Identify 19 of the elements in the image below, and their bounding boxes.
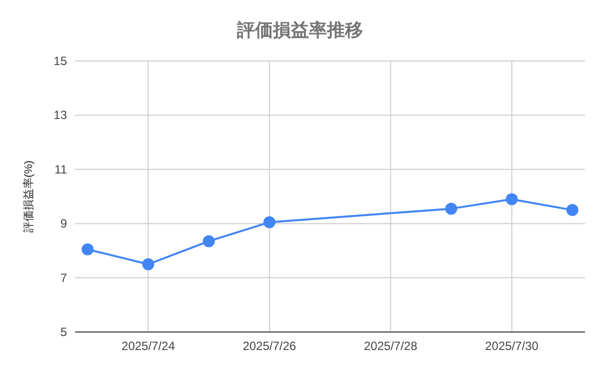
y-tick-label: 5: [60, 325, 68, 339]
y-tick-label: 13: [54, 108, 68, 122]
x-tick-label: 2025/7/28: [364, 339, 418, 353]
y-tick-label: 15: [54, 54, 68, 68]
point: [445, 202, 458, 215]
point: [506, 193, 518, 206]
y-tick-label: 11: [54, 162, 68, 176]
point: [566, 204, 578, 216]
point: [82, 243, 94, 256]
y-axis-title: 評価損益率(%): [22, 160, 35, 233]
chart-title: 評価損益率推移: [236, 20, 363, 40]
x-tick-label: 2025/7/30: [485, 339, 539, 353]
y-tick-label: 9: [60, 216, 68, 231]
y-tick-label: 7: [60, 270, 68, 285]
point: [142, 258, 154, 270]
x-tick-label: 2025/7/24: [122, 339, 176, 353]
x-tick-label: 2025/7/26: [242, 339, 296, 353]
point: [263, 216, 276, 228]
point: [202, 235, 215, 248]
